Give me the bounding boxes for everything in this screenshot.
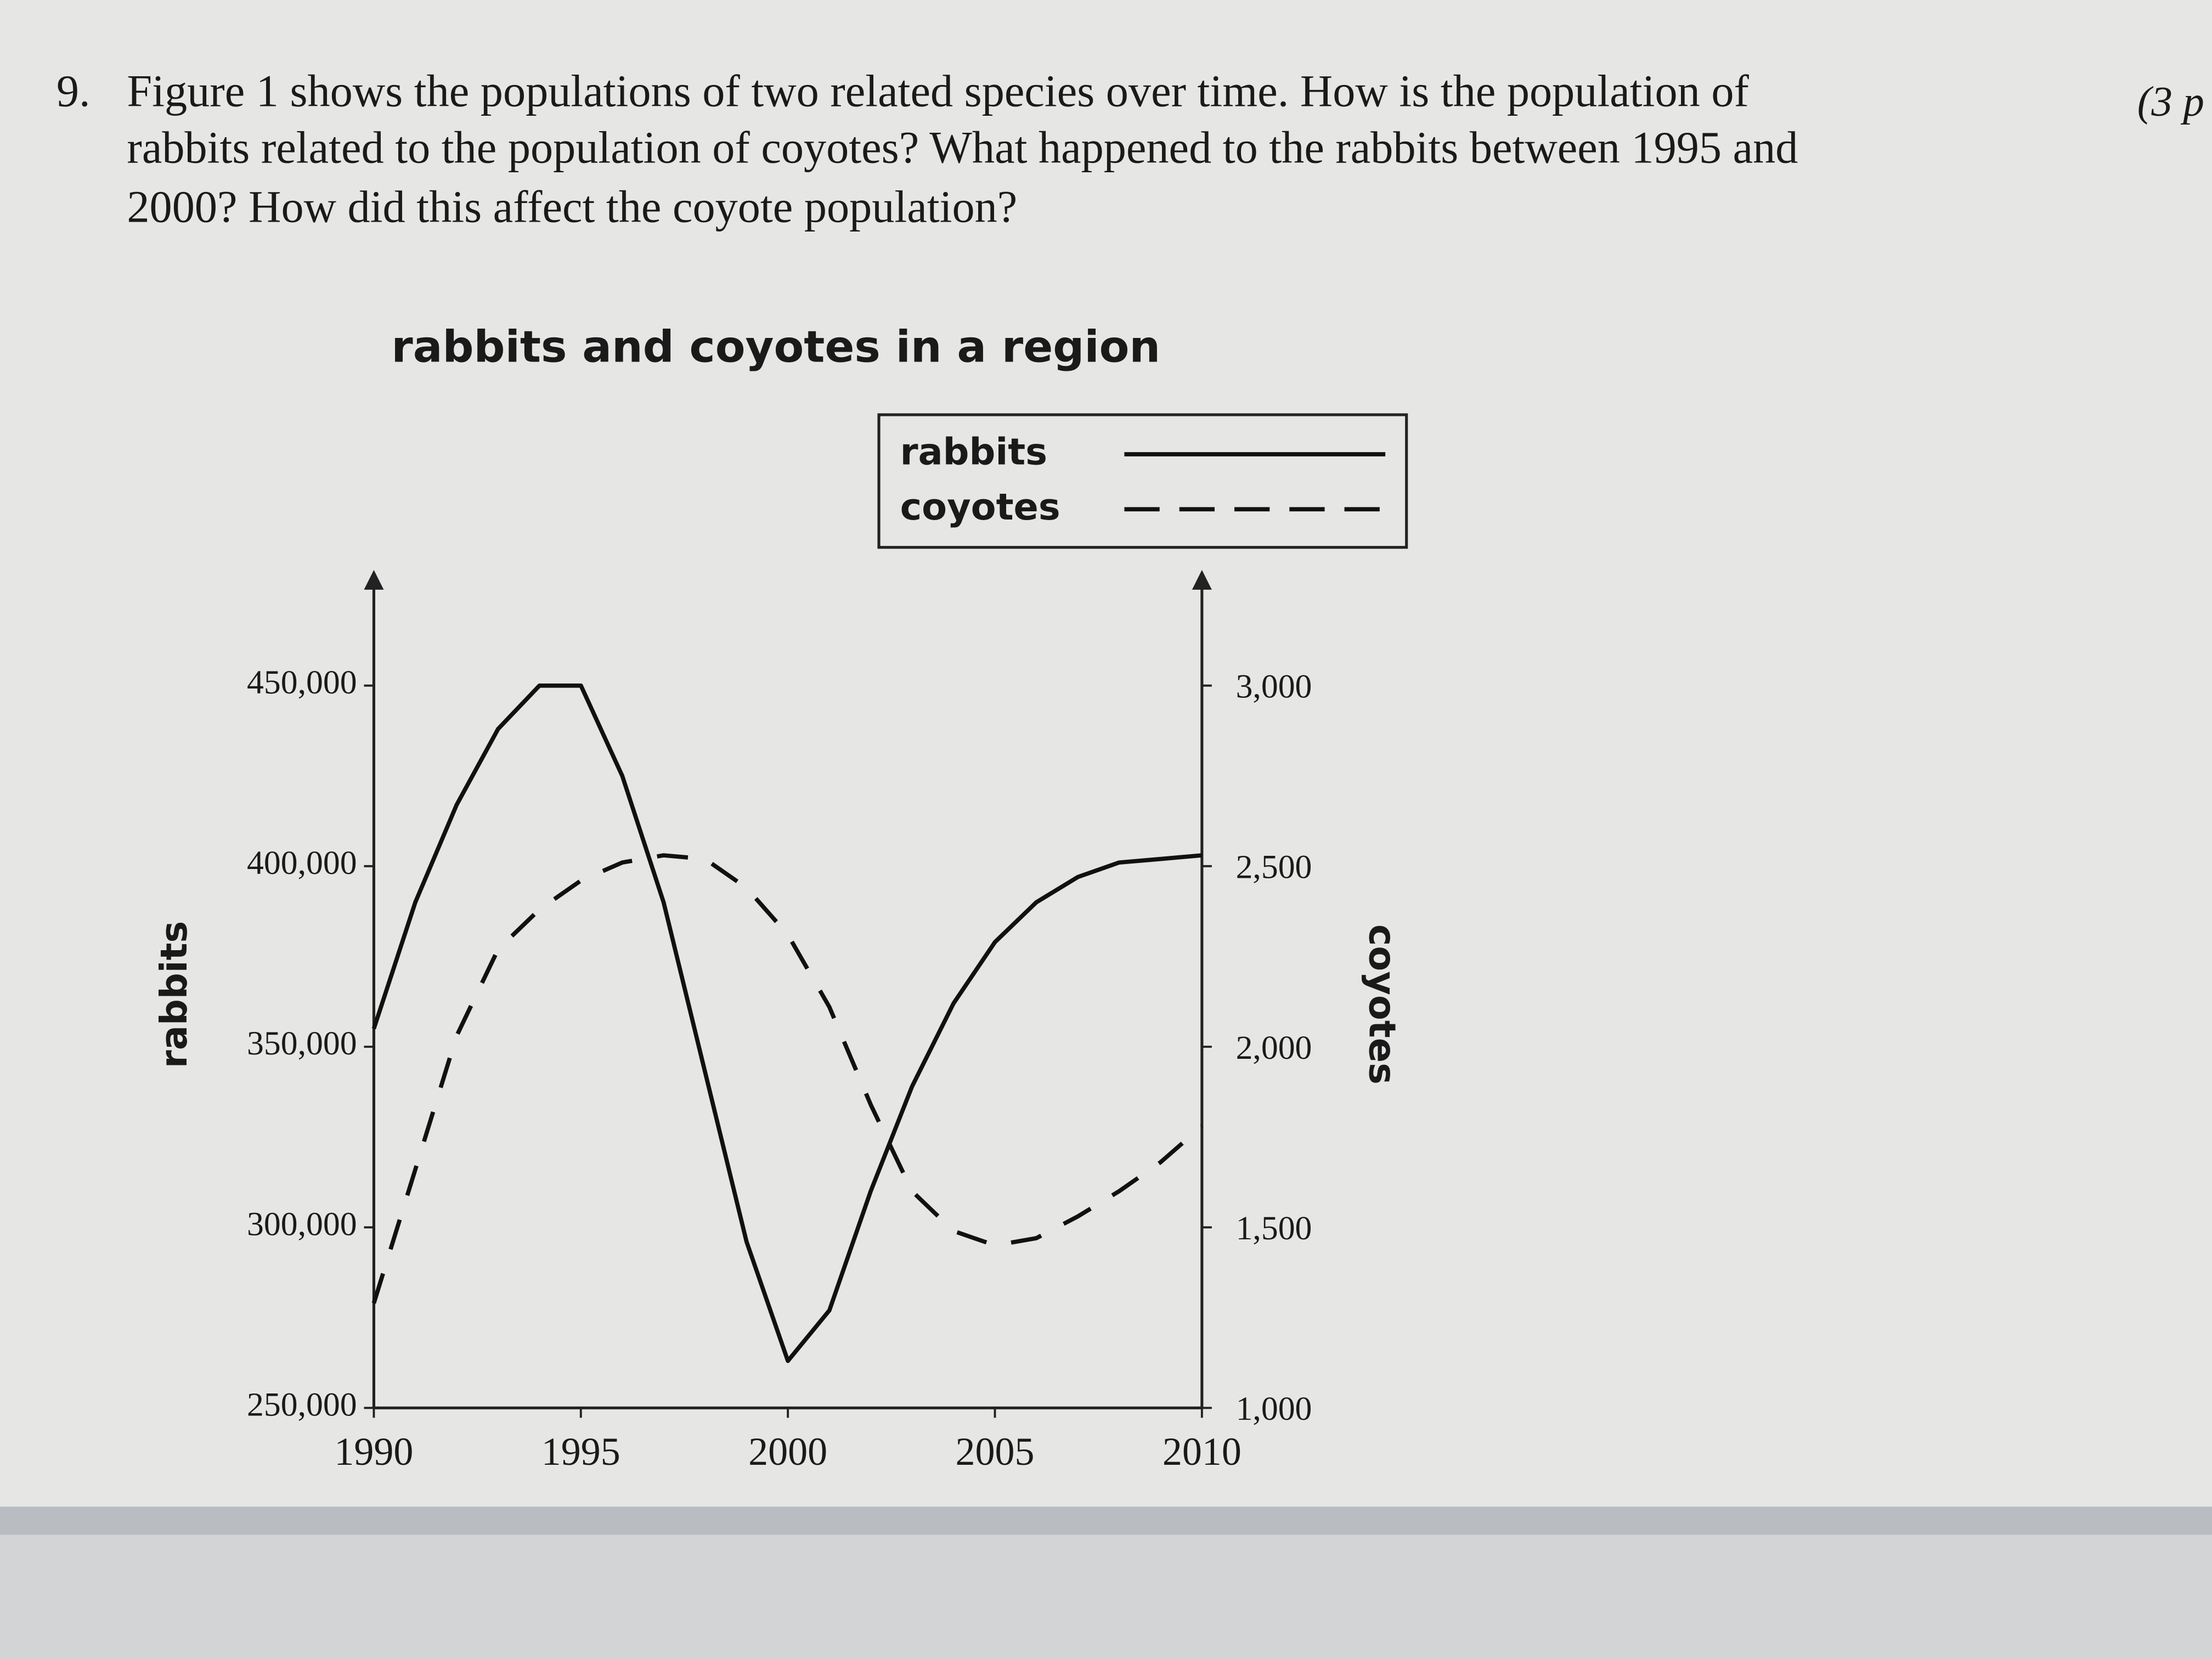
x-tick-label: 2010 [1163, 1430, 1242, 1474]
x-tick-label: 1995 [541, 1430, 620, 1474]
taskbar [0, 1534, 2212, 1659]
series-line [371, 683, 1203, 1363]
legend-label: coyotes [900, 486, 1060, 528]
y2-tick-label: 1,500 [1236, 1210, 1312, 1247]
y2-tick-label: 1,000 [1236, 1390, 1312, 1427]
y-tick-label: 250,000 [247, 1386, 357, 1423]
series-line [371, 853, 1204, 1304]
question-line: rabbits related to the population of coy… [127, 123, 1798, 173]
y-tick-label: 300,000 [247, 1205, 357, 1243]
question-line: 2000? How did this affect the coyote pop… [127, 182, 1017, 232]
points: (3 p [2137, 78, 2204, 125]
y-tick-label: 350,000 [247, 1025, 357, 1062]
y2-tick-label: 3,000 [1236, 668, 1312, 706]
x-tick-label: 1990 [334, 1430, 413, 1474]
y-axis-label: rabbits [153, 921, 195, 1068]
y-axis-arrow [364, 569, 384, 590]
y2-axis-label: coyotes [1361, 924, 1403, 1085]
y-tick-label: 400,000 [247, 844, 357, 882]
y2-axis-arrow [1192, 569, 1212, 590]
y-tick-label: 450,000 [247, 664, 357, 701]
y2-tick-label: 2,000 [1236, 1029, 1312, 1066]
window-bar [0, 1506, 2212, 1535]
question-number: 9. [57, 66, 91, 116]
x-tick-label: 2000 [748, 1430, 827, 1474]
x-tick-label: 2005 [956, 1430, 1035, 1474]
question-line: Figure 1 shows the populations of two re… [127, 66, 1749, 116]
legend-box [877, 413, 1408, 549]
legend-label: rabbits [900, 431, 1047, 473]
chart-title: rabbits and coyotes in a region [391, 321, 1160, 373]
y2-tick-label: 2,500 [1236, 849, 1312, 886]
